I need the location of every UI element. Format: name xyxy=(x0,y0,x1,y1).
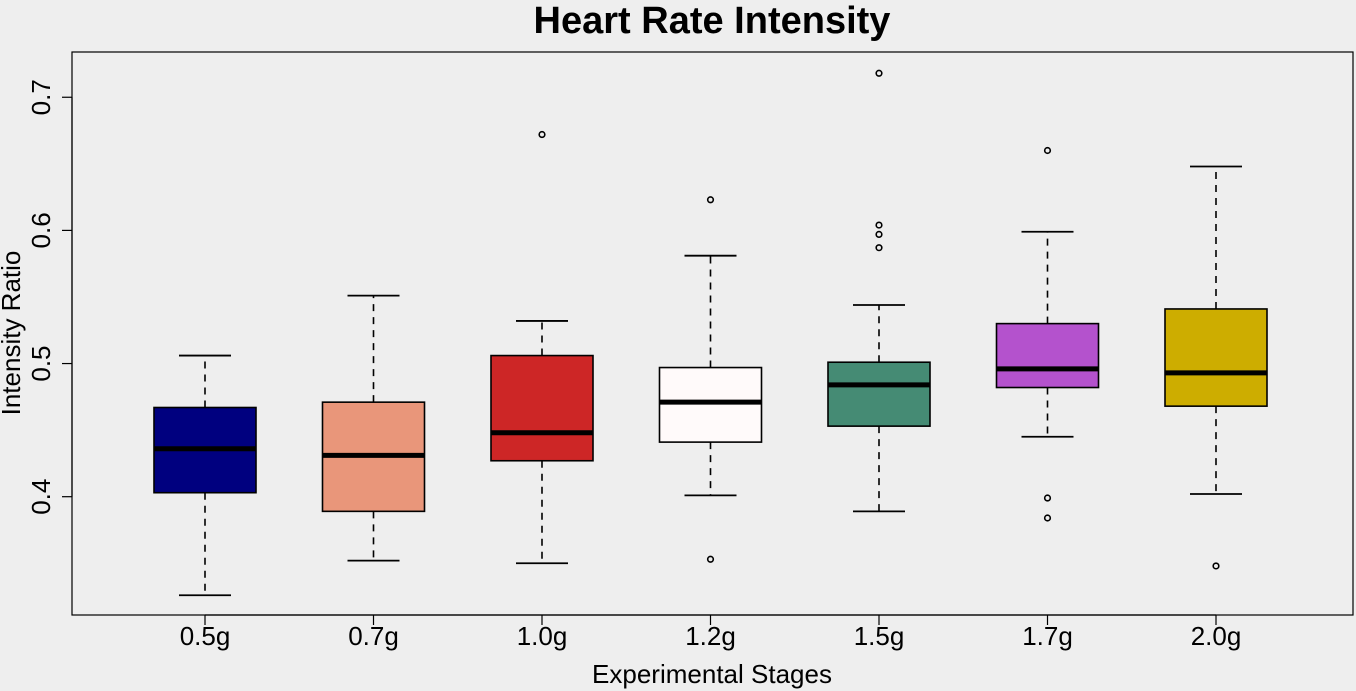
box-iqr xyxy=(827,361,931,427)
box-0.5g xyxy=(153,354,257,597)
box-iqr xyxy=(490,354,594,462)
x-axis-label: Experimental Stages xyxy=(592,659,832,689)
outlier-point xyxy=(538,130,546,139)
box-1.5g xyxy=(827,69,931,513)
box-iqr xyxy=(1164,308,1268,407)
y-tick-label: 0.6 xyxy=(26,212,56,248)
outlier-point xyxy=(706,196,715,204)
outlier-point xyxy=(1212,562,1220,570)
x-tick-label: 1.7g xyxy=(1022,621,1073,651)
x-tick-label: 2.0g xyxy=(1191,621,1242,651)
x-tick-label: 0.5g xyxy=(180,621,231,651)
y-axis: 0.4 0.5 0.6 0.7 xyxy=(26,79,73,515)
box-1.7g xyxy=(995,146,1100,522)
x-tick-label: 1.5g xyxy=(854,621,905,651)
x-tick-label: 1.0g xyxy=(517,621,568,651)
y-tick-label: 0.7 xyxy=(26,79,56,115)
box-iqr xyxy=(995,322,1100,389)
box-1.2g xyxy=(658,196,763,563)
box-1.0g xyxy=(490,130,594,565)
outlier-point xyxy=(875,230,883,238)
x-tick-label: 0.7g xyxy=(348,621,399,651)
outlier-point xyxy=(1043,494,1052,502)
outlier-point xyxy=(1043,146,1052,155)
boxes-group xyxy=(153,69,1268,597)
box-iqr xyxy=(658,366,763,443)
outlier-point xyxy=(875,221,883,229)
outlier-point xyxy=(875,244,883,252)
box-2.0g xyxy=(1164,165,1268,570)
y-axis-label: Intensity Ratio xyxy=(0,251,26,416)
outlier-point xyxy=(1043,514,1052,522)
chart-title: Heart Rate Intensity xyxy=(534,0,891,42)
y-tick-label: 0.4 xyxy=(26,479,56,515)
x-tick-label: 1.2g xyxy=(685,621,736,651)
outlier-point xyxy=(875,69,883,77)
box-0.7g xyxy=(321,294,426,562)
x-axis: 0.5g 0.7g 1.0g 1.2g 1.5g 1.7g 2.0g xyxy=(180,614,1242,651)
outlier-point xyxy=(706,555,715,563)
y-tick-label: 0.5 xyxy=(26,345,56,381)
